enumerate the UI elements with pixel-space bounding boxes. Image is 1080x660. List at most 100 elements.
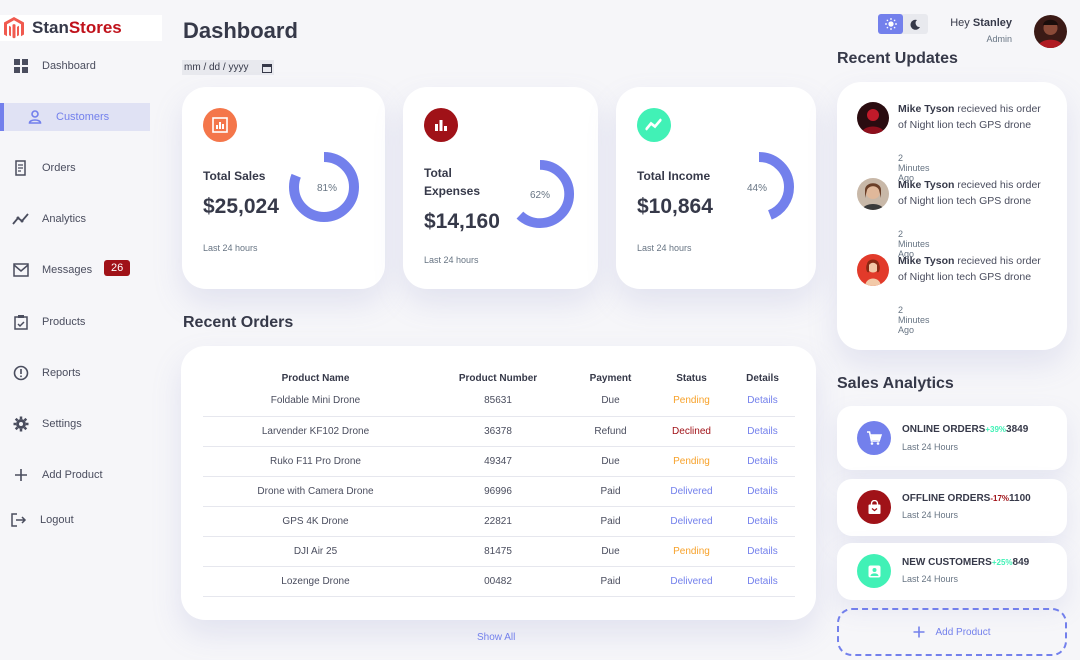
update-text: Mike Tyson recieved his order of Night l… — [898, 179, 1041, 207]
plus-icon — [12, 466, 30, 484]
sa-foot: Last 24 Hours — [902, 510, 959, 520]
sidebar-item-reports[interactable]: Reports — [0, 359, 150, 387]
sidebar-item-label: Settings — [42, 418, 82, 430]
sidebar-item-orders[interactable]: Orders — [0, 154, 150, 182]
dark-mode-icon[interactable] — [903, 14, 928, 34]
cell-status: Declined — [653, 416, 730, 447]
sidebar-item-label: Analytics — [42, 213, 87, 225]
cell-product-name: DJI Air 25 — [203, 536, 428, 567]
report-icon — [12, 364, 30, 382]
table-row: DJI Air 25 81475 Due Pending Details — [203, 536, 795, 567]
avatar — [857, 254, 889, 286]
cell-status: Delivered — [653, 566, 730, 597]
sidebar-item-add-product[interactable]: Add Product — [0, 461, 150, 489]
sidebar-item-label: Dashboard — [42, 60, 96, 72]
sidebar-item-analytics[interactable]: Analytics — [0, 205, 150, 233]
sidebar-item-label: Add Product — [42, 469, 103, 481]
kpi-label: Total Sales — [203, 169, 266, 183]
cell-product-number: 85631 — [428, 386, 568, 417]
date-input[interactable]: mm / dd / yyyy — [182, 60, 274, 75]
logout-icon — [10, 511, 28, 529]
insights-icon — [12, 210, 30, 228]
cell-status: Pending — [653, 446, 730, 477]
brand-logo[interactable]: StanStores — [0, 15, 162, 41]
table-row: Foldable Mini Drone 85631 Due Pending Detail… — [203, 386, 795, 417]
cell-payment: Due — [568, 446, 653, 477]
table-row: Drone with Camera Drone 96996 Paid Delivere… — [203, 476, 795, 507]
sa-foot: Last 24 Hours — [902, 442, 959, 452]
details-link[interactable]: Details — [730, 566, 795, 597]
cell-product-number: 36378 — [428, 416, 568, 447]
kpi-card-sales: Total Sales $25,024 Last 24 hours 81% — [182, 87, 385, 289]
cell-payment: Paid — [568, 566, 653, 597]
cell-product-name: GPS 4K Drone — [203, 506, 428, 537]
date-placeholder: mm / dd / yyyy — [184, 62, 249, 73]
cell-payment: Due — [568, 536, 653, 567]
sidebar-item-label: Logout — [40, 514, 74, 526]
cell-product-name: Lozenge Drone — [203, 566, 428, 597]
cell-status: Pending — [653, 536, 730, 567]
sidebar-item-label: Reports — [42, 367, 81, 379]
cell-payment: Paid — [568, 506, 653, 537]
calendar-icon[interactable] — [262, 63, 272, 73]
col-status: Status — [676, 372, 707, 384]
col-product-name: Product Name — [281, 372, 350, 384]
details-link[interactable]: Details — [730, 416, 795, 447]
details-link[interactable]: Details — [730, 386, 795, 417]
profile-greeting: Hey Stanley — [950, 17, 1012, 29]
kpi-progress-ring — [505, 159, 575, 229]
sa-title: NEW CUSTOMERS+25%849 — [902, 557, 1030, 568]
cell-status: Delivered — [653, 506, 730, 537]
theme-toggle[interactable] — [878, 14, 928, 34]
person-icon — [857, 554, 891, 588]
avatar[interactable] — [1034, 15, 1067, 48]
details-link[interactable]: Details — [730, 476, 795, 507]
cell-payment: Paid — [568, 476, 653, 507]
kpi-card-income: Total Income $10,864 Last 24 hours 44% — [616, 87, 816, 289]
chart-icon — [203, 108, 237, 142]
light-mode-icon[interactable] — [878, 14, 903, 34]
sidebar-item-settings[interactable]: Settings — [0, 410, 150, 438]
sidebar-item-label: Customers — [56, 111, 110, 123]
cell-product-name: Ruko F11 Pro Drone — [203, 446, 428, 477]
sa-title: OFFLINE ORDERS-17%1100 — [902, 493, 1031, 504]
kpi-percent: 62% — [530, 190, 551, 201]
details-link[interactable]: Details — [730, 536, 795, 567]
sidebar-item-customers[interactable]: Customers — [0, 103, 150, 131]
shopping-bag-icon — [857, 490, 891, 524]
sa-title: ONLINE ORDERS+39%3849 — [902, 424, 1029, 435]
cell-product-number: 81475 — [428, 536, 568, 567]
recent-orders-title: Recent Orders — [183, 314, 294, 331]
sales-analytics-title: Sales Analytics — [837, 375, 954, 392]
kpi-value: $25,024 — [203, 195, 279, 218]
add-product-button[interactable]: Add Product — [837, 608, 1067, 656]
page-title: Dashboard — [183, 18, 298, 43]
sidebar-item-label: Orders — [42, 162, 76, 174]
sa-card-new-customers: NEW CUSTOMERS+25%849 Last 24 Hours — [837, 543, 1067, 600]
show-all-link[interactable]: Show All — [477, 632, 516, 643]
sidebar-item-logout[interactable]: Logout — [0, 506, 150, 534]
details-link[interactable]: Details — [730, 446, 795, 477]
cell-product-number: 22821 — [428, 506, 568, 537]
sidebar-item-products[interactable]: Products — [0, 308, 150, 336]
table-row: Lozenge Drone 00482 Paid Delivered Details — [203, 566, 795, 597]
cell-product-number: 49347 — [428, 446, 568, 477]
person-icon — [26, 108, 44, 126]
col-payment: Payment — [589, 372, 632, 384]
kpi-progress-ring — [724, 152, 794, 222]
table-header-row: Product Name Product Number Payment Stat… — [203, 366, 795, 386]
bar-chart-icon — [424, 108, 458, 142]
cell-payment: Refund — [568, 416, 653, 447]
sidebar-item-dashboard[interactable]: Dashboard — [0, 52, 150, 80]
kpi-value: $14,160 — [424, 210, 500, 233]
kpi-percent: 81% — [317, 183, 338, 194]
col-details: Details — [746, 372, 779, 384]
sidebar-item-messages[interactable]: Messages 26 — [0, 256, 150, 284]
sidebar-item-label: Messages — [42, 264, 93, 276]
update-text: Mike Tyson recieved his order of Night l… — [898, 103, 1041, 131]
kpi-foot: Last 24 hours — [637, 243, 692, 253]
table-row: GPS 4K Drone 22821 Paid Delivered Details — [203, 506, 795, 537]
update-time: 2 Minutes Ago — [898, 305, 930, 335]
kpi-foot: Last 24 hours — [424, 255, 479, 265]
details-link[interactable]: Details — [730, 506, 795, 537]
